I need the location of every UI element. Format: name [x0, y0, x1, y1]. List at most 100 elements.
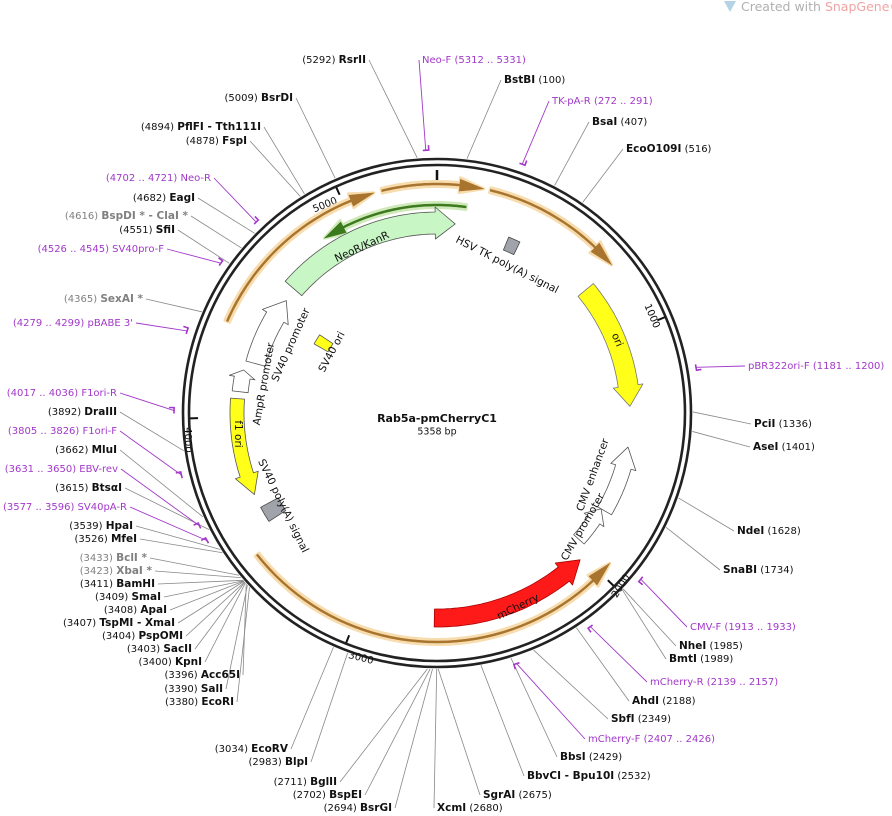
site-name: SV40pro-F: [112, 244, 164, 255]
site-name: PciI: [754, 418, 775, 430]
site-label: (3577 .. 3596) SV40pA-R: [3, 502, 127, 513]
site-name: AseI: [753, 441, 778, 453]
feature-shape: [597, 446, 637, 516]
site-leader: [364, 668, 431, 796]
site-leader: [236, 587, 250, 703]
site-label: TK-pA-R (272 .. 291): [551, 96, 653, 107]
site-label: mCherry-R (2139 .. 2157): [650, 677, 778, 688]
site-position: (4616): [65, 211, 98, 222]
site-name: Neo-F: [422, 55, 452, 66]
site-name: BtsαI: [92, 482, 122, 494]
site-name: SgrAI: [483, 789, 515, 801]
site-name: BclI *: [116, 552, 147, 564]
site-position: (4017 .. 4036): [7, 388, 79, 399]
primer-leader: [135, 322, 188, 332]
site-leader: [582, 148, 624, 203]
site-label: (4279 .. 4299) pBABE 3': [13, 318, 133, 329]
site-name: TK-pA-R: [551, 96, 591, 107]
site-name: XcmI: [437, 802, 466, 814]
site-label: (4682) EagI: [133, 192, 195, 204]
site-position: (1913 .. 1933): [724, 622, 796, 633]
site-leader: [149, 557, 240, 576]
site-label: (3662) MluI: [55, 444, 117, 456]
watermark-brand: SnapGene®: [825, 0, 892, 14]
site-position: (3631 .. 3650): [5, 464, 77, 475]
site-leader: [225, 584, 248, 690]
primer-mark: [200, 536, 210, 544]
site-position: (3615): [55, 483, 88, 494]
site-name: AhdI: [632, 695, 659, 707]
site-name: BsaI: [592, 116, 617, 128]
site-leader: [204, 582, 246, 663]
site-label: (4526 .. 4545) SV40pro-F: [38, 244, 165, 255]
site-label: NheI (1985): [679, 640, 743, 652]
site-leader: [510, 657, 558, 758]
site-name: TspMI - XmaI: [99, 617, 175, 629]
site-name: SalI: [201, 683, 223, 695]
site-label: (3400) KpnI: [139, 656, 203, 668]
feature-shape: [502, 236, 521, 256]
site-name: Acc65I: [201, 669, 240, 681]
site-name: FspI: [222, 135, 247, 147]
site-label: SnaBI (1734): [723, 564, 794, 576]
site-name: BlpI: [285, 756, 308, 768]
site-name: XbaI *: [116, 565, 152, 577]
inner-ring: [187, 163, 687, 663]
site-leader: [263, 126, 305, 195]
site-position: (2188): [662, 696, 695, 707]
site-position: (3390): [164, 684, 197, 695]
site-name: SV40pA-R: [78, 502, 127, 513]
site-label: (3423) XbaI *: [80, 565, 153, 577]
site-leader: [310, 652, 349, 763]
site-name: CMV-F: [690, 622, 721, 633]
site-name: pBR322ori-F: [748, 361, 810, 372]
site-position: (3411): [80, 579, 113, 590]
site-name: RsrII: [339, 54, 366, 66]
feature-shape: [245, 300, 289, 367]
plasmid-name: Rab5a-pmCherryC1: [377, 412, 497, 425]
site-leader: [394, 668, 433, 809]
site-position: (4894): [141, 122, 174, 133]
site-position: (4279 .. 4299): [13, 318, 85, 329]
site-label: (3407) TspMI - XmaI: [63, 617, 175, 629]
site-position: (407): [620, 117, 647, 128]
site-label: (3396) Acc65I: [164, 669, 240, 681]
site-label: (3631 .. 3650) EBV-rev: [5, 464, 118, 475]
orange-arc: [489, 189, 612, 266]
site-position: (100): [538, 75, 565, 86]
site-leader: [368, 59, 418, 158]
site-leader: [290, 646, 334, 750]
site-leader: [119, 411, 185, 452]
orange-arc: [226, 192, 375, 322]
watermark-text: Created with SnapGene®: [741, 0, 892, 14]
primer-mark: [218, 257, 224, 267]
site-leader: [169, 580, 244, 611]
site-position: (4878): [186, 136, 219, 147]
site-label: (2702) BspEI: [293, 789, 362, 801]
orange-arc-glow: [223, 191, 376, 324]
site-label: BsaI (407): [592, 116, 647, 128]
site-name: EcoO109I: [626, 143, 681, 155]
site-label: Neo-F (5312 .. 5331): [422, 55, 526, 66]
site-name: MluI: [92, 444, 117, 456]
site-label: (3539) HpaI: [69, 520, 133, 532]
site-name: BamHI: [116, 578, 155, 590]
site-leader: [177, 229, 230, 264]
ruler-label: 1000: [642, 302, 662, 330]
site-label: (3411) BamHI: [80, 578, 155, 590]
site-leader: [665, 526, 721, 571]
watermark: Created with SnapGene®: [724, 0, 892, 14]
site-position: (1628): [768, 526, 801, 537]
feature-shape: [260, 497, 287, 522]
site-name: PspOMI: [138, 630, 183, 642]
site-label: (3615) BtsαI: [55, 482, 122, 494]
site-position: (3380): [165, 697, 198, 708]
orange-arc-glow: [379, 176, 486, 195]
site-leader: [163, 580, 244, 598]
primer-mark: [193, 522, 202, 529]
site-name: HpaI: [106, 520, 133, 532]
site-position: (5312 .. 5331): [454, 55, 526, 66]
site-leader: [678, 497, 735, 532]
site-name: BbvCI - Bpu10I: [527, 770, 614, 782]
site-position: (5009): [224, 93, 257, 104]
